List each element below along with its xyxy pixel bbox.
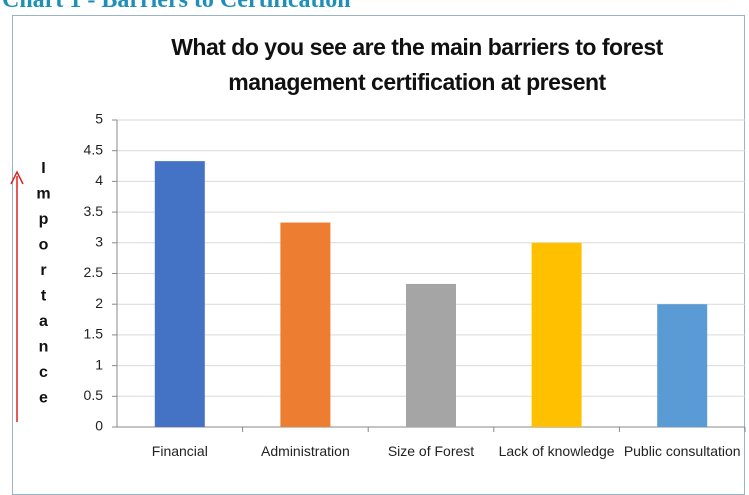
x-tick-label: Size of Forest xyxy=(387,443,475,459)
bar xyxy=(280,222,331,427)
y-tick-label: 2.5 xyxy=(84,264,104,280)
heading: Chart 1 - Barriers to Certification xyxy=(2,0,351,13)
x-tick-label: Financial xyxy=(151,443,208,459)
y-tick-label: 0 xyxy=(95,418,103,434)
x-tick-label: Lack of knowledge xyxy=(498,443,615,459)
y-tick-label: 5 xyxy=(95,111,103,127)
y-tick-label: 1 xyxy=(95,356,103,372)
y-tick-label: 2 xyxy=(95,295,103,311)
bar xyxy=(154,161,205,427)
y-tick-label: 4.5 xyxy=(84,141,104,157)
y-axis-label: Importance xyxy=(35,160,52,415)
x-tick-label: Public consultation xyxy=(623,443,741,459)
y-tick-label: 0.5 xyxy=(84,387,104,403)
y-tick-label: 3.5 xyxy=(84,203,104,219)
chart-title: What do you see are the main barriers to… xyxy=(171,34,663,95)
x-tick-label: Administration xyxy=(261,443,350,459)
y-tick-label: 3 xyxy=(95,234,103,250)
y-tick-label: 4 xyxy=(95,172,103,188)
bar xyxy=(531,242,582,427)
bar xyxy=(406,283,456,427)
y-tick-label: 1.5 xyxy=(84,326,104,342)
bar xyxy=(657,304,708,427)
arrow-head xyxy=(10,170,24,185)
